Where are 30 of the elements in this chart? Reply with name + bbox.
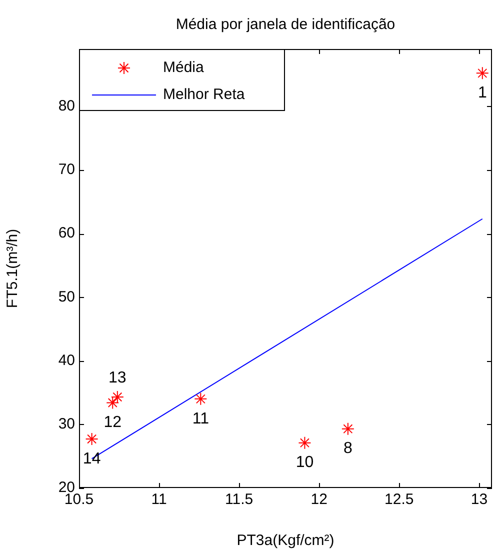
point (298, 436, 312, 450)
x-tick-label: 12 (310, 491, 328, 508)
legend-label: Melhor Reta (163, 86, 246, 104)
annotation: 13 (108, 369, 126, 386)
point (110, 390, 124, 404)
y-tick-label: 70 (58, 161, 75, 178)
point (476, 66, 489, 80)
annotation: 10 (296, 454, 314, 472)
x-tick-label: 12.5 (384, 491, 414, 508)
x-tick-label: 11 (151, 491, 167, 508)
point (194, 392, 208, 406)
y-axis-title: FT5.1(m³/h) (4, 228, 22, 308)
legend-label: Média (163, 59, 205, 76)
annotation: 8 (343, 440, 352, 458)
y-tick-label: 50 (58, 288, 75, 306)
x-axis-title: PT3a(Kgf/cm²) (236, 532, 334, 550)
chart-title: Média por janela de identificação (176, 16, 396, 34)
point (85, 432, 98, 446)
y-tick-label: 60 (58, 224, 75, 242)
annotation: 14 (82, 450, 101, 468)
x-tick-label: 11.5 (225, 491, 254, 508)
y-tick-label: 30 (58, 416, 75, 433)
point (341, 422, 354, 436)
y-tick-label: 80 (58, 97, 75, 114)
annotation: 1 (478, 84, 487, 102)
x-tick-label: 13 (470, 491, 488, 508)
y-tick-label: 40 (58, 352, 75, 369)
point (106, 396, 120, 410)
annotation: 11 (192, 410, 210, 428)
annotation: 12 (104, 414, 122, 432)
